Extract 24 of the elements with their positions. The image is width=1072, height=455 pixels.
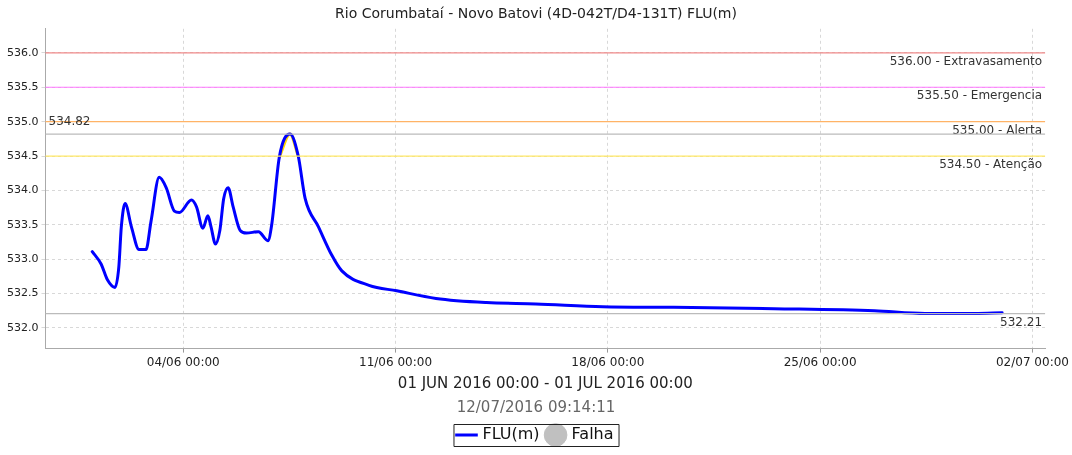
ref-line-label: 534.50 - Atenção bbox=[939, 157, 1043, 172]
y-tick-label: 535.0 bbox=[6, 114, 39, 128]
x-tick-label: 11/06 00:00 bbox=[359, 354, 433, 369]
ref-line-label: 535.50 - Emergencia bbox=[916, 88, 1043, 103]
ref-line-label: 532.21 bbox=[1000, 314, 1043, 329]
legend-label: FLU(m) bbox=[482, 424, 540, 444]
ref-line-label: 535.00 - Alerta bbox=[952, 122, 1043, 137]
x-axis-title: 01 JUN 2016 00:00 - 01 JUL 2016 00:00 bbox=[397, 373, 693, 392]
y-tick-label: 533.0 bbox=[6, 252, 39, 266]
y-tick-label: 534.0 bbox=[6, 183, 39, 197]
y-tick-label: 534.5 bbox=[6, 148, 39, 162]
x-tick-label: 25/06 00:00 bbox=[783, 354, 857, 369]
y-tick-label: 536.0 bbox=[6, 45, 39, 59]
ref-line-label: 536.00 - Extravasamento bbox=[889, 54, 1043, 68]
y-tick-label: 533.5 bbox=[6, 217, 39, 231]
text: 12/07/2016 09:14:11 bbox=[456, 397, 616, 416]
y-tick-label: 532.0 bbox=[6, 320, 39, 334]
chart-title: Rio Corumbataí - Novo Batovi (4D-042T/D4-131T) FLU(m) bbox=[335, 5, 737, 22]
legend-label: Falha bbox=[571, 424, 614, 444]
x-tick-label: 04/06 00:00 bbox=[146, 354, 220, 369]
y-tick-label: 532.5 bbox=[6, 286, 39, 300]
y-tick-label: 535.5 bbox=[6, 80, 39, 94]
x-tick-label: 18/06 00:00 bbox=[571, 354, 645, 369]
x-tick-label: 02/07 00:00 bbox=[995, 354, 1069, 369]
